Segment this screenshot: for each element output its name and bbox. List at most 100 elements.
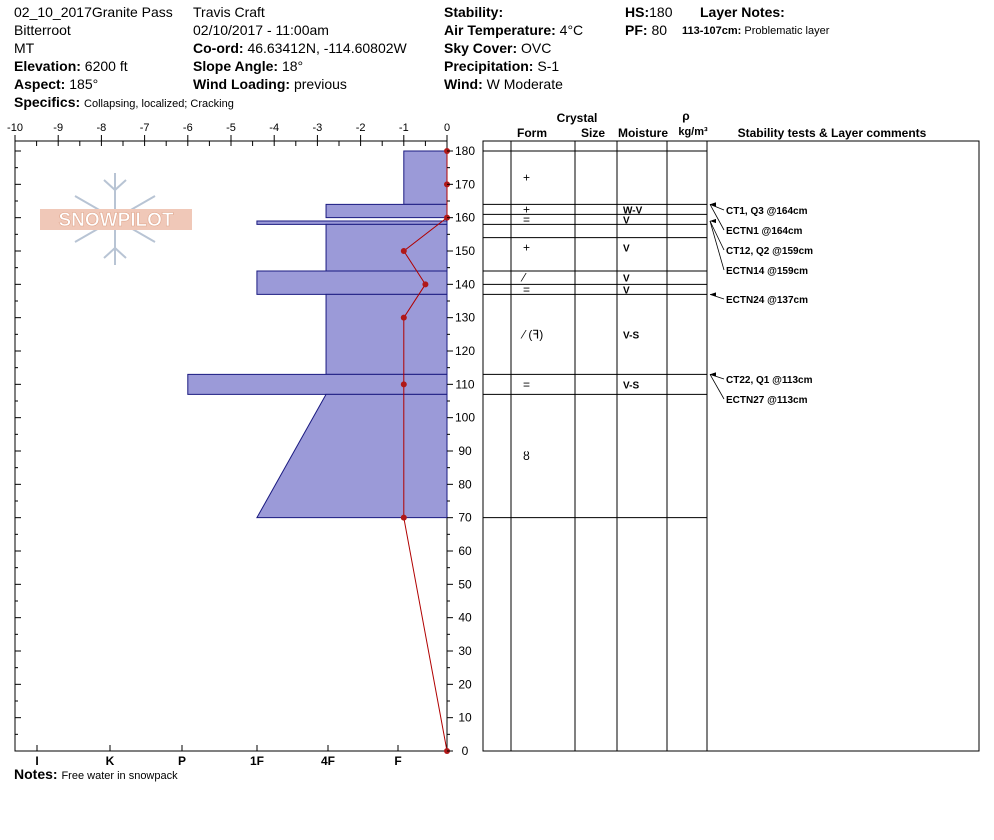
depth-tick-label: 50 (458, 577, 472, 591)
hardness-tick-label: F (394, 754, 401, 768)
layer-note: 113-107cm: Problematic layer (682, 22, 829, 40)
snowpilot-logo: SNOWPILOT (40, 173, 192, 265)
stability-test-label: CT1, Q3 @164cm (726, 206, 808, 217)
stability-test-label: ECTN27 @113cm (726, 395, 808, 406)
stability-test-leader (709, 220, 725, 271)
sky-value: OVC (521, 40, 552, 56)
stability-test-leader (709, 293, 725, 300)
hardness-bars (187, 150, 448, 519)
temp-tick-label: 0 (444, 122, 450, 134)
moisture-value: V (623, 285, 630, 296)
layer-table-border (482, 140, 980, 752)
depth-tick-label: 110 (455, 377, 474, 391)
depth-tick-label: 0 (462, 744, 469, 758)
depth-tick-label: 30 (458, 644, 472, 658)
density-unit-header: kg/m³ (678, 126, 708, 138)
temp-tick-label: -1 (399, 122, 409, 134)
grain-form-symbol: ⁄ (ꟻ) (520, 327, 543, 341)
stability-test-label: ECTN14 @159cm (726, 266, 808, 277)
precip-row: Precipitation: S-1 (444, 57, 559, 75)
stability-test-leader (709, 220, 725, 251)
stability-arrow-icon (710, 202, 716, 207)
hardness-tick-label: P (178, 754, 186, 768)
moisture-value: V-S (623, 380, 639, 391)
layer-table: Crystal Form Size Moisture ρ kg/m³ Stabi… (482, 109, 980, 752)
depth-tick-label: 90 (458, 444, 472, 458)
temp-tick-label: -8 (97, 122, 107, 134)
moisture-value: V-S (623, 330, 639, 341)
stability-row: Stability: (444, 3, 503, 21)
elevation-label: Elevation: (14, 58, 81, 74)
depth-tick-label: 60 (458, 544, 472, 558)
sky-label: Sky Cover: (444, 40, 518, 56)
hs-row: HS:180 (625, 3, 672, 21)
aspect-row: Aspect: 185° (14, 75, 98, 93)
wind-loading-label: Wind Loading: (193, 76, 291, 92)
moisture-header: Moisture (618, 126, 668, 140)
notes-row: Notes: Free water in snowpack (14, 765, 178, 785)
elevation-value: 6200 ft (84, 58, 128, 74)
air-temp-label: Air Temperature: (444, 22, 556, 38)
layer-note-range: 113-107cm: (682, 25, 742, 37)
temp-tick-label: -3 (313, 122, 323, 134)
hardness-tick-label: 1F (250, 754, 264, 768)
coord-value: 46.63412N, -114.60802W (247, 40, 407, 56)
hardness-layer (256, 270, 448, 295)
notes-label: Notes: (14, 766, 58, 782)
stability-header: Stability tests & Layer comments (738, 126, 927, 140)
hardness-tick-label: K (106, 754, 115, 768)
air-temp-value: 4°C (559, 22, 584, 38)
logo-band (40, 209, 192, 230)
temperature-point (400, 314, 407, 321)
hardness-layer (256, 393, 448, 519)
profile-title: 02_10_2017Granite Pass (14, 4, 173, 20)
elevation-row: Elevation: 6200 ft (14, 57, 128, 75)
pf-row: PF: 80 (625, 21, 667, 39)
coord-row: Co-ord: 46.63412N, -114.60802W (193, 39, 407, 57)
temp-tick-label: -9 (53, 122, 63, 134)
specifics-value: Collapsing, localized; Cracking (84, 98, 234, 110)
depth-tick-label: 170 (455, 177, 475, 191)
depth-tick-label: 100 (455, 411, 475, 425)
hardness-layer (403, 150, 448, 205)
depth-tick-label: 180 (455, 144, 475, 158)
hardness-layer (256, 220, 448, 225)
aspect-label: Aspect: (14, 76, 66, 92)
specifics-label: Specifics: (14, 94, 81, 110)
hs-value: 180 (649, 4, 673, 20)
stability-test-label: CT12, Q2 @159cm (726, 246, 813, 257)
depth-tick-label: 70 (458, 511, 472, 525)
depth-tick-label: 120 (455, 344, 475, 358)
depth-tick-label: 40 (458, 611, 472, 625)
grain-form-symbol: + (523, 171, 530, 185)
wind-loading-value: previous (293, 76, 347, 92)
depth-tick-label: 160 (455, 211, 475, 225)
stability-test-label: ECTN1 @164cm (726, 226, 803, 237)
notes-value: Free water in snowpack (61, 770, 178, 782)
temp-tick-label: -4 (269, 122, 279, 134)
observation-datetime: 02/10/2017 - 11:00am (193, 22, 329, 38)
grain-form-symbol: = (523, 212, 530, 226)
temp-tick-label: -10 (7, 122, 23, 134)
layer-notes-label: Layer Notes: (700, 4, 785, 20)
wind-value: W Moderate (486, 76, 563, 92)
stability-arrow-icon (710, 372, 716, 377)
hardness-layer (325, 293, 448, 375)
layer-note-text: Problematic layer (744, 25, 830, 37)
depth-tick-label: 140 (455, 277, 475, 291)
temp-tick-label: -7 (140, 122, 150, 134)
logo-text: SNOWPILOT (58, 210, 173, 231)
moisture-value: V (623, 274, 630, 285)
stability-test-leader (709, 203, 725, 211)
stability-test-label: ECTN24 @137cm (726, 295, 808, 306)
grain-form-symbol: = (523, 377, 530, 391)
temperature-point (422, 281, 429, 288)
precip-label: Precipitation: (444, 58, 534, 74)
slope-row: Slope Angle: 18° (193, 57, 303, 75)
crystal-header: Crystal (557, 111, 598, 125)
moisture-value: V (623, 244, 630, 255)
stability-test-leader (709, 204, 725, 231)
coord-label: Co-ord: (193, 40, 244, 56)
hardness-layer (325, 203, 448, 219)
